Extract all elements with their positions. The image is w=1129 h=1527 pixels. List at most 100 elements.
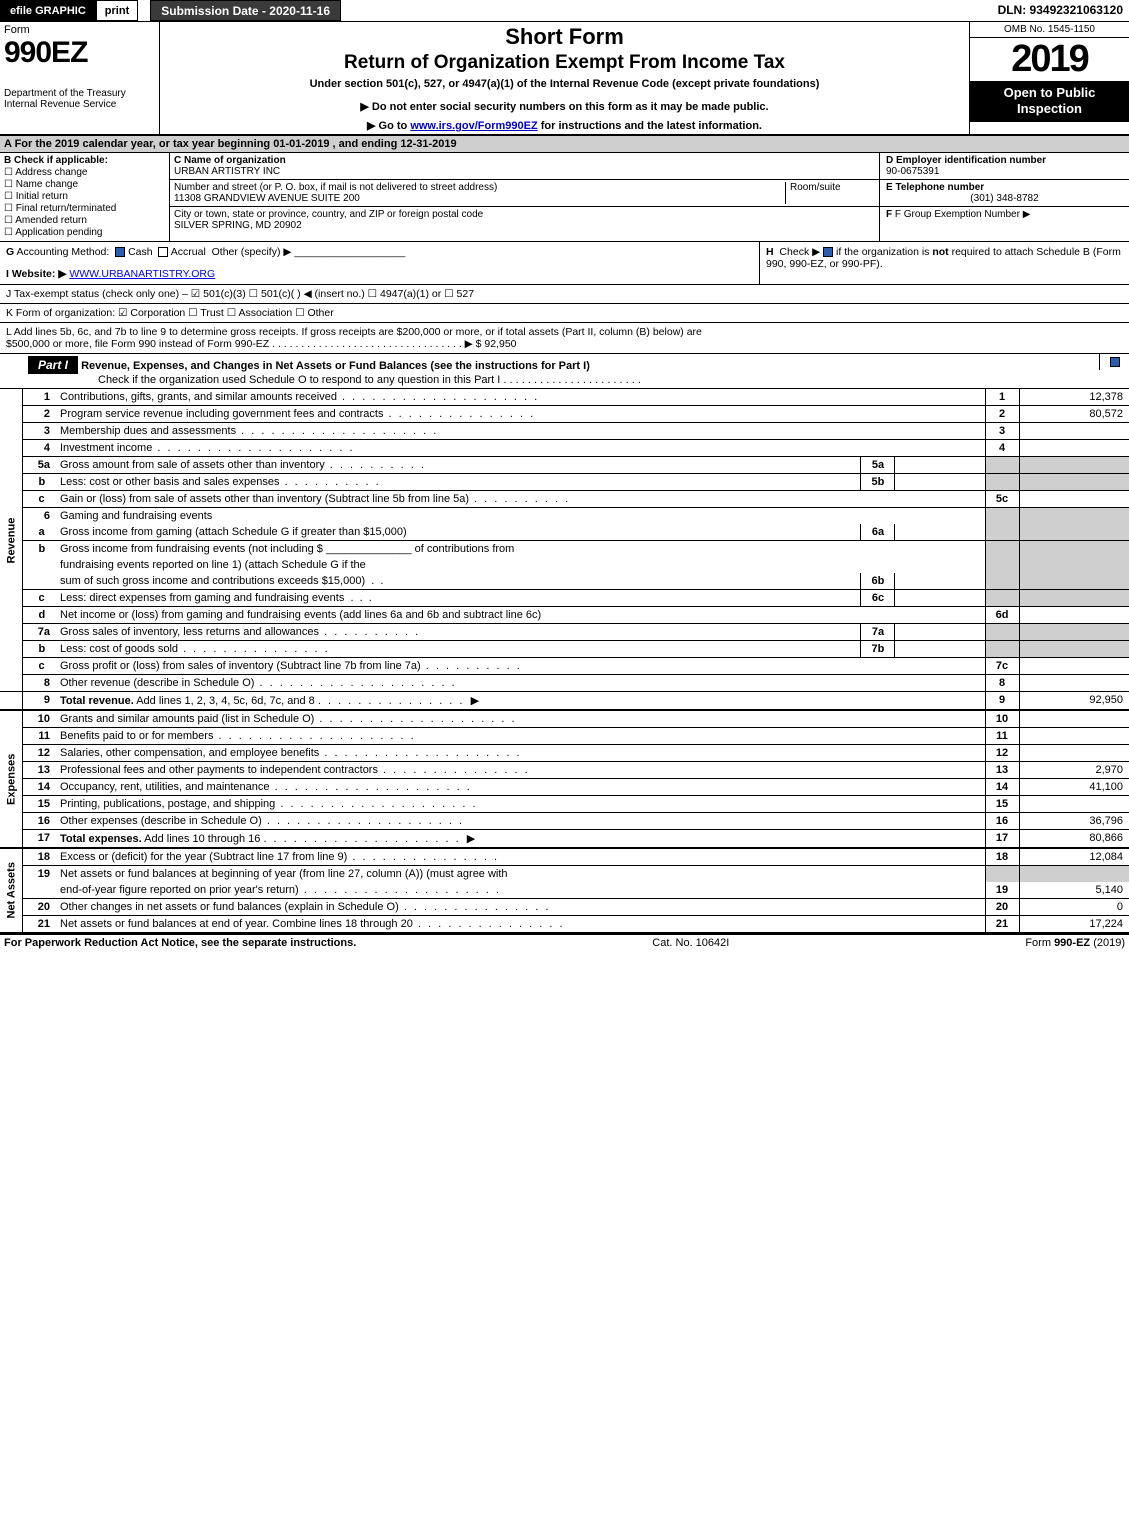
desc-6b-1: Gross income from fundraising events (no… bbox=[56, 541, 985, 558]
ln-5c: c bbox=[22, 491, 56, 508]
ln-3: 3 bbox=[22, 423, 56, 440]
ln-20: 20 bbox=[22, 899, 56, 916]
ln-11: 11 bbox=[22, 728, 56, 745]
line-a-period: A For the 2019 calendar year, or tax yea… bbox=[0, 136, 1129, 153]
dept-treasury: Department of the Treasury bbox=[4, 88, 155, 99]
val-1: 12,378 bbox=[1019, 389, 1129, 406]
desc-6a: Gross income from gaming (attach Schedul… bbox=[56, 524, 861, 541]
desc-18: Excess or (deficit) for the year (Subtra… bbox=[56, 848, 985, 866]
cash-checkbox[interactable] bbox=[115, 247, 125, 257]
val-17: 80,866 bbox=[1019, 830, 1129, 849]
page-footer: For Paperwork Reduction Act Notice, see … bbox=[0, 933, 1129, 951]
desc-6b-3: sum of such gross income and contributio… bbox=[56, 573, 861, 590]
part-i-checko: Check if the organization used Schedule … bbox=[98, 374, 1093, 386]
return-title: Return of Organization Exempt From Incom… bbox=[168, 52, 961, 74]
schedule-o-checkbox[interactable] bbox=[1110, 357, 1120, 367]
desc-8: Other revenue (describe in Schedule O) bbox=[56, 675, 985, 692]
dept-irs: Internal Revenue Service bbox=[4, 99, 155, 110]
ln-10: 10 bbox=[22, 710, 56, 728]
schedule-b-checkbox[interactable] bbox=[823, 247, 833, 257]
sub-5a: 5a bbox=[861, 457, 895, 474]
desc-7b: Less: cost of goods sold bbox=[56, 641, 861, 658]
ein-value: 90-0675391 bbox=[886, 166, 1123, 177]
form-footer-ref: Form 990-EZ (2019) bbox=[1025, 937, 1125, 949]
ln-5b: b bbox=[22, 474, 56, 491]
desc-10: Grants and similar amounts paid (list in… bbox=[56, 710, 985, 728]
goto-line: ▶ Go to www.irs.gov/Form990EZ for instru… bbox=[168, 119, 961, 132]
line-k: K Form of organization: ☑ Corporation ☐ … bbox=[0, 304, 1129, 323]
val-11 bbox=[1019, 728, 1129, 745]
ln-5a: 5a bbox=[22, 457, 56, 474]
goto-pre: ▶ Go to bbox=[367, 120, 410, 132]
ln-2: 2 bbox=[22, 406, 56, 423]
chk-amended-return[interactable]: ☐ Amended return bbox=[4, 215, 165, 226]
part-i-badge: Part I bbox=[28, 356, 78, 374]
val-20: 0 bbox=[1019, 899, 1129, 916]
chk-final-return[interactable]: ☐ Final return/terminated bbox=[4, 203, 165, 214]
form-number: 990EZ bbox=[4, 36, 155, 70]
line-l: L Add lines 5b, 6c, and 7b to line 9 to … bbox=[0, 323, 1129, 354]
telephone-value: (301) 348-8782 bbox=[886, 193, 1123, 204]
desc-14: Occupancy, rent, utilities, and maintena… bbox=[56, 779, 985, 796]
chk-application-pending[interactable]: ☐ Application pending bbox=[4, 227, 165, 238]
part-i-title: Revenue, Expenses, and Changes in Net As… bbox=[81, 360, 590, 372]
ln-6d: d bbox=[22, 607, 56, 624]
omb-number: OMB No. 1545-1150 bbox=[970, 22, 1129, 38]
part-i-header: Part I Revenue, Expenses, and Changes in… bbox=[0, 354, 1129, 389]
ln-6: 6 bbox=[22, 508, 56, 525]
chk-address-change[interactable]: ☐ Address change bbox=[4, 167, 165, 178]
accrual-checkbox[interactable] bbox=[158, 247, 168, 257]
city-label: City or town, state or province, country… bbox=[174, 209, 875, 220]
form-word: Form bbox=[4, 24, 155, 36]
under-section: Under section 501(c), 527, or 4947(a)(1)… bbox=[168, 78, 961, 90]
desc-4: Investment income bbox=[56, 440, 985, 457]
line-h: H Check ▶ if the organization is not req… bbox=[759, 242, 1129, 284]
ln-14: 14 bbox=[22, 779, 56, 796]
val-14: 41,100 bbox=[1019, 779, 1129, 796]
short-form-title: Short Form bbox=[168, 24, 961, 50]
desc-2: Program service revenue including govern… bbox=[56, 406, 985, 423]
ln-21: 21 bbox=[22, 916, 56, 933]
chk-initial-return[interactable]: ☐ Initial return bbox=[4, 191, 165, 202]
ln-16: 16 bbox=[22, 813, 56, 830]
dln-label: DLN: 93492321063120 bbox=[992, 0, 1129, 21]
irs-link[interactable]: www.irs.gov/Form990EZ bbox=[410, 120, 537, 132]
desc-20: Other changes in net assets or fund bala… bbox=[56, 899, 985, 916]
expenses-sidebar: Expenses bbox=[0, 710, 22, 848]
val-8 bbox=[1019, 675, 1129, 692]
line-j: J Tax-exempt status (check only one) – ☑… bbox=[0, 285, 1129, 304]
num-1: 1 bbox=[985, 389, 1019, 406]
desc-19a: Net assets or fund balances at beginning… bbox=[56, 866, 985, 883]
ln-6b: b bbox=[22, 541, 56, 558]
website-link[interactable]: WWW.URBANARTISTRY.ORG bbox=[69, 268, 215, 280]
ln-7c: c bbox=[22, 658, 56, 675]
section-c-label: C Name of organization bbox=[174, 155, 875, 166]
ln-7a: 7a bbox=[22, 624, 56, 641]
ln-1: 1 bbox=[22, 389, 56, 406]
efile-graphic-button[interactable]: efile GRAPHIC bbox=[0, 0, 96, 21]
ln-18: 18 bbox=[22, 848, 56, 866]
org-street: 11308 GRANDVIEW AVENUE SUITE 200 bbox=[174, 193, 785, 204]
paperwork-notice: For Paperwork Reduction Act Notice, see … bbox=[4, 937, 356, 949]
org-name: URBAN ARTISTRY INC bbox=[174, 166, 875, 177]
chk-name-change[interactable]: ☐ Name change bbox=[4, 179, 165, 190]
tax-year: 2019 bbox=[970, 38, 1129, 81]
desc-5c: Gain or (loss) from sale of assets other… bbox=[56, 491, 985, 508]
val-13: 2,970 bbox=[1019, 762, 1129, 779]
val-4 bbox=[1019, 440, 1129, 457]
desc-6d: Net income or (loss) from gaming and fun… bbox=[56, 607, 985, 624]
goto-post: for instructions and the latest informat… bbox=[538, 120, 762, 132]
desc-5b: Less: cost or other basis and sales expe… bbox=[56, 474, 861, 491]
val-21: 17,224 bbox=[1019, 916, 1129, 933]
desc-7c: Gross profit or (loss) from sales of inv… bbox=[56, 658, 985, 675]
print-button[interactable]: print bbox=[96, 0, 138, 21]
val-2: 80,572 bbox=[1019, 406, 1129, 423]
desc-21: Net assets or fund balances at end of ye… bbox=[56, 916, 985, 933]
ln-7b: b bbox=[22, 641, 56, 658]
desc-6b-2: fundraising events reported on line 1) (… bbox=[56, 557, 985, 573]
subval-5a bbox=[895, 457, 985, 474]
ln-15: 15 bbox=[22, 796, 56, 813]
desc-1: Contributions, gifts, grants, and simila… bbox=[56, 389, 985, 406]
desc-7a: Gross sales of inventory, less returns a… bbox=[56, 624, 861, 641]
open-public-badge: Open to Public Inspection bbox=[970, 81, 1129, 122]
